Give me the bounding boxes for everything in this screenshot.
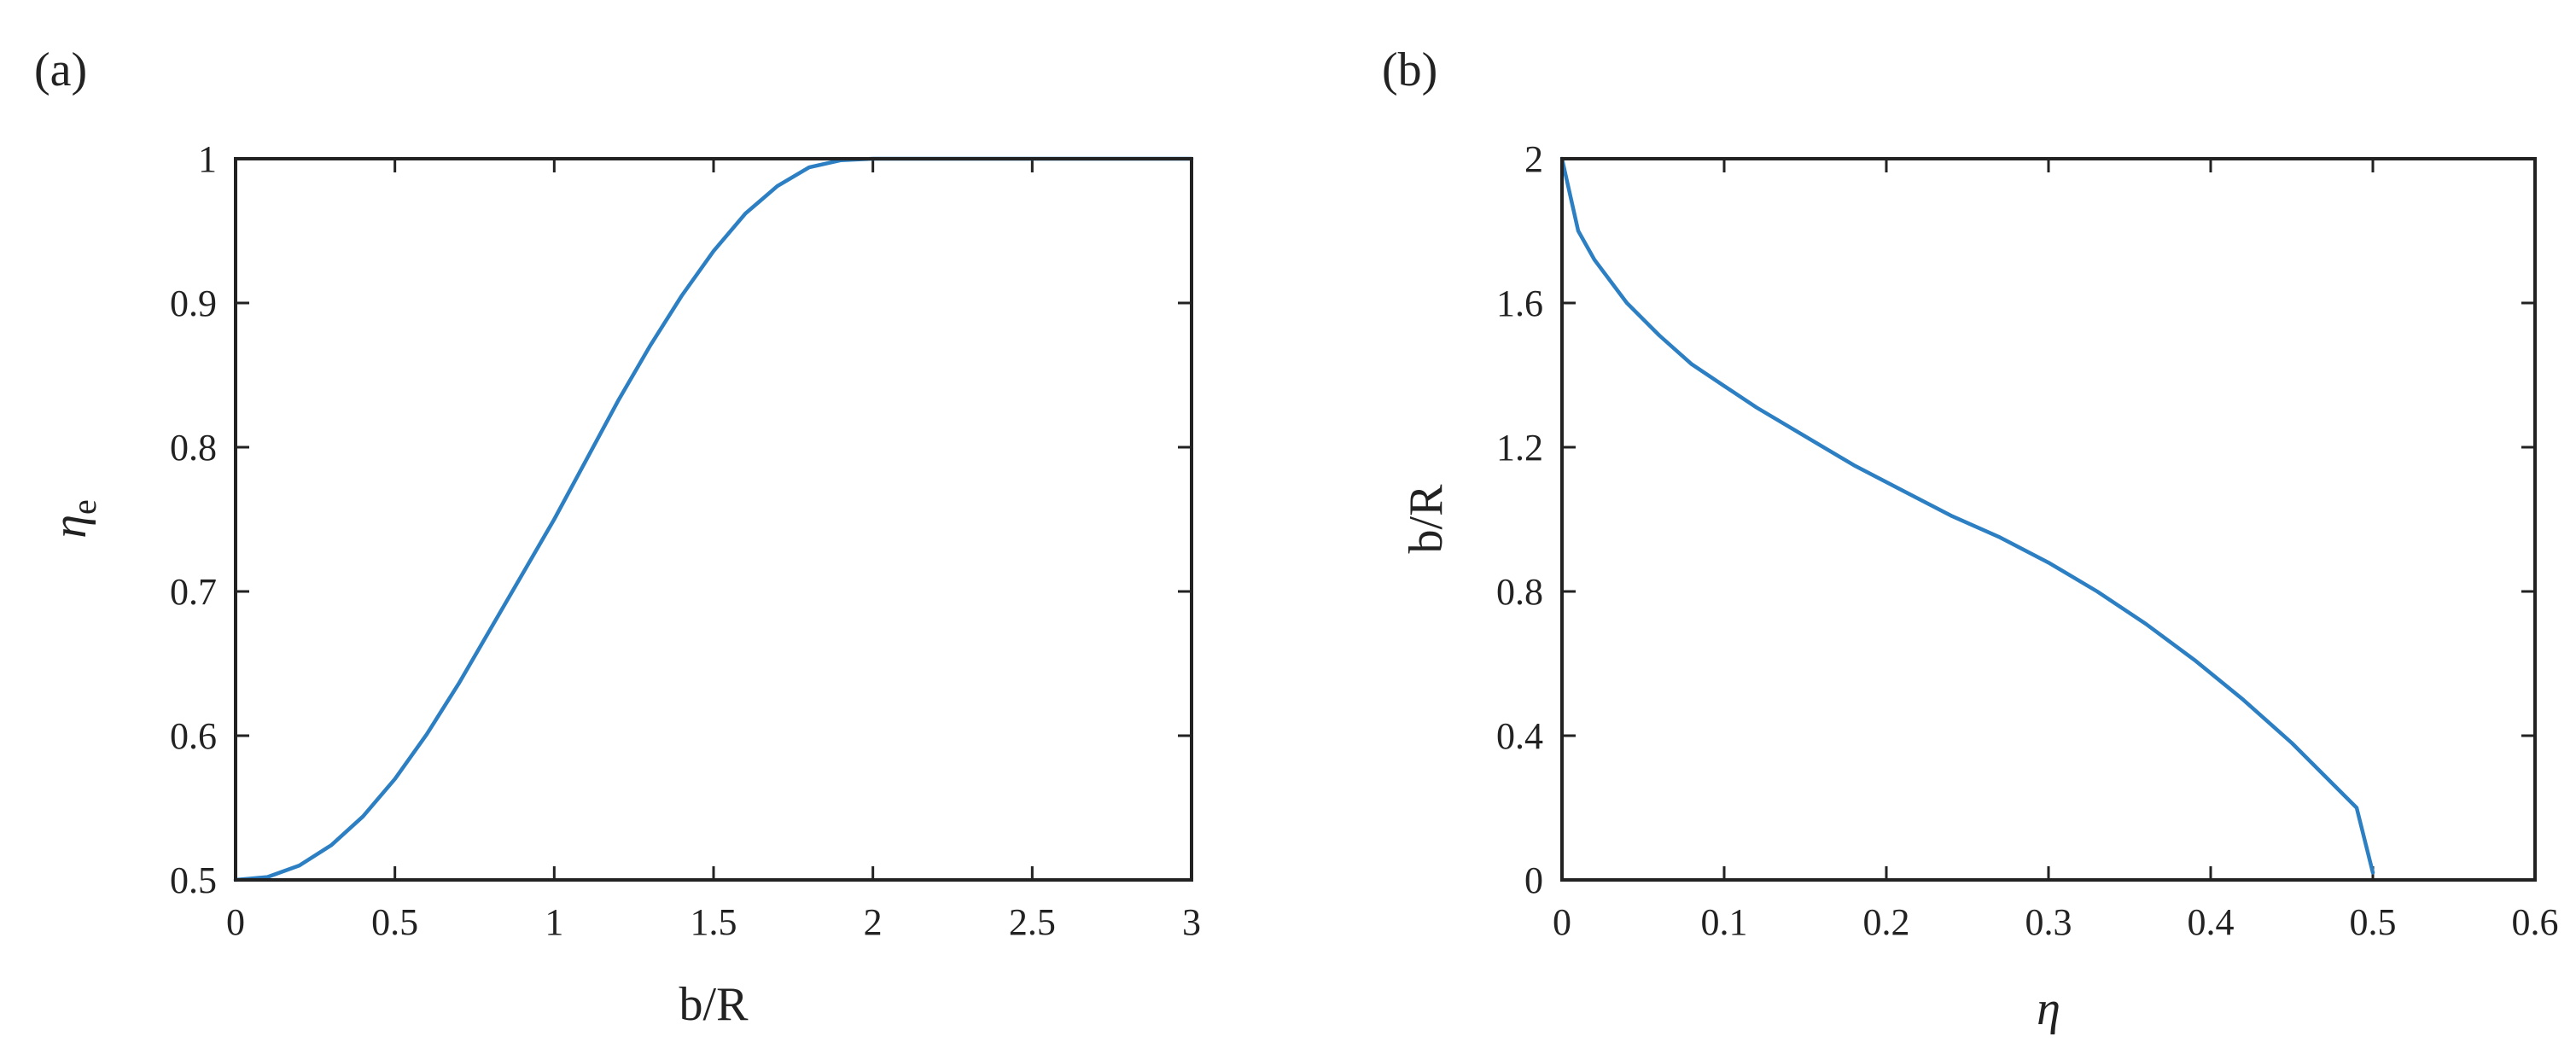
x-tick-label: 1: [545, 901, 563, 943]
plot-frame-b: [1560, 157, 2537, 882]
x-tick-label: 0.5: [2350, 901, 2397, 943]
y-tick-label: 0.6: [170, 715, 217, 757]
y-tick-label: 0.7: [170, 571, 217, 613]
x-tick-label: 0.2: [1863, 901, 1910, 943]
y-tick-label: 0.9: [170, 282, 217, 324]
chart-a: (a) 0 0.5 1 1.5 2 2.5 30.50.60.70.80.91 b/R ηe: [34, 44, 1201, 1031]
y-tick-label: 0.8: [170, 427, 217, 469]
panel-b-label: (b): [1382, 44, 1437, 96]
y-tick-label: 0: [1524, 859, 1543, 901]
y-tick-label: 0.8: [1496, 571, 1543, 613]
x-tick-label: 0.4: [2188, 901, 2235, 943]
panel-a-label: (a): [34, 44, 87, 96]
x-tick-label: 0.3: [2025, 901, 2072, 943]
x-axis-label-a: b/R: [679, 978, 749, 1031]
x-tick-label: 0.6: [2512, 901, 2559, 943]
series-a-line: [233, 156, 1194, 882]
x-tick-label: 2.5: [1009, 901, 1056, 943]
y-tick-label: 1.6: [1496, 282, 1543, 324]
x-tick-label: 0.1: [1701, 901, 1748, 943]
x-tick-label: 2: [864, 901, 883, 943]
y-axis-label-a-sub: e: [65, 499, 103, 515]
series-b-line: [1559, 156, 2375, 875]
x-tick-label: 0.5: [371, 901, 418, 943]
x-tick-label: 3: [1182, 901, 1201, 943]
plot-frame-a: [234, 157, 1193, 882]
x-tick-label: 0: [1553, 901, 1571, 943]
y-axis-label-a: ηe: [44, 499, 103, 539]
y-tick-label: 1: [198, 138, 217, 180]
panel-b: (b) 0 0.1 0.2 0.3 0.4 0.5 0.6 0 0.4 0.8 1.2 1.6 2 η …: [1288, 0, 2576, 1060]
x-axis-label-b: η: [2037, 982, 2060, 1035]
y-tick-label: 2: [1524, 138, 1543, 180]
x-tick-label: 0: [226, 901, 245, 943]
y-axis-label-a-main: η: [44, 515, 96, 539]
y-tick-label: 0.5: [170, 859, 217, 901]
x-tick-label: 1.5: [691, 901, 737, 943]
y-tick-label: 1.2: [1496, 427, 1543, 469]
chart-b: (b) 0 0.1 0.2 0.3 0.4 0.5 0.600.40.81.21.62 η …: [1382, 44, 2559, 1035]
y-axis-label-b: b/R: [1400, 484, 1453, 554]
panel-a: (a) 0 0.5 1 1.5 2 2.5 3 0.5 0.6 0.7 0.8 0.9 1 b/R ηe: [34, 44, 1201, 1031]
y-tick-label: 0.4: [1496, 715, 1543, 757]
